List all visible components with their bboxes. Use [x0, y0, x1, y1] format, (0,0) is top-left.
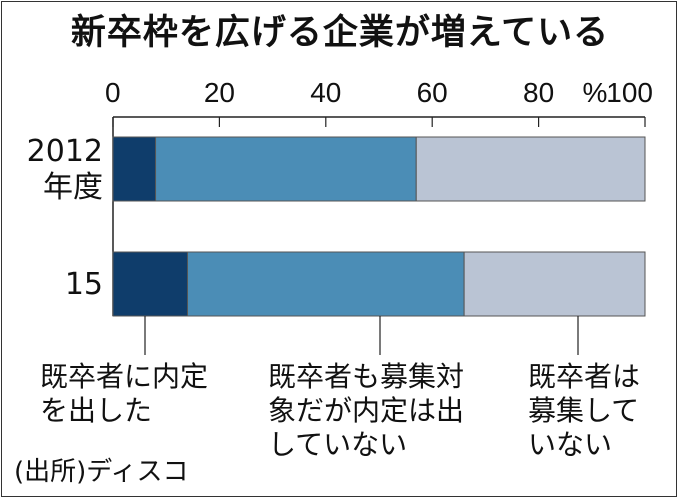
bar-segment	[155, 136, 417, 202]
bar-segment	[463, 251, 646, 317]
bar-segment	[112, 251, 188, 317]
x-tick-label: 0	[105, 77, 121, 108]
x-axis-unit: %	[583, 77, 608, 108]
legend-label: 既卒者に内定	[40, 360, 209, 393]
legend-label: 既卒者は	[528, 360, 641, 393]
x-tick-label: 40	[310, 77, 341, 108]
chart-title: 新卒枠を広げる企業が増えている	[70, 13, 610, 53]
source-note: (出所)ディスコ	[14, 457, 189, 487]
x-tick-label: 60	[417, 77, 448, 108]
bar-segment	[415, 136, 646, 202]
legend-label: いない	[528, 428, 613, 461]
category-label: 年度	[43, 170, 103, 205]
legend-label: していない	[268, 428, 408, 461]
x-tick-label: 100	[606, 77, 653, 108]
legend-label: 募集して	[528, 394, 640, 427]
category-label: 2012	[27, 134, 103, 169]
x-tick-label: 20	[204, 77, 235, 108]
legend-label: 象だが内定は出	[268, 394, 465, 427]
legend-label: 既卒者も募集対	[268, 360, 465, 393]
legend-label: を出した	[40, 394, 153, 427]
bar-segment	[186, 251, 465, 317]
category-label: 15	[65, 267, 103, 302]
x-tick-label: 80	[523, 77, 554, 108]
bar-segment	[112, 136, 157, 202]
